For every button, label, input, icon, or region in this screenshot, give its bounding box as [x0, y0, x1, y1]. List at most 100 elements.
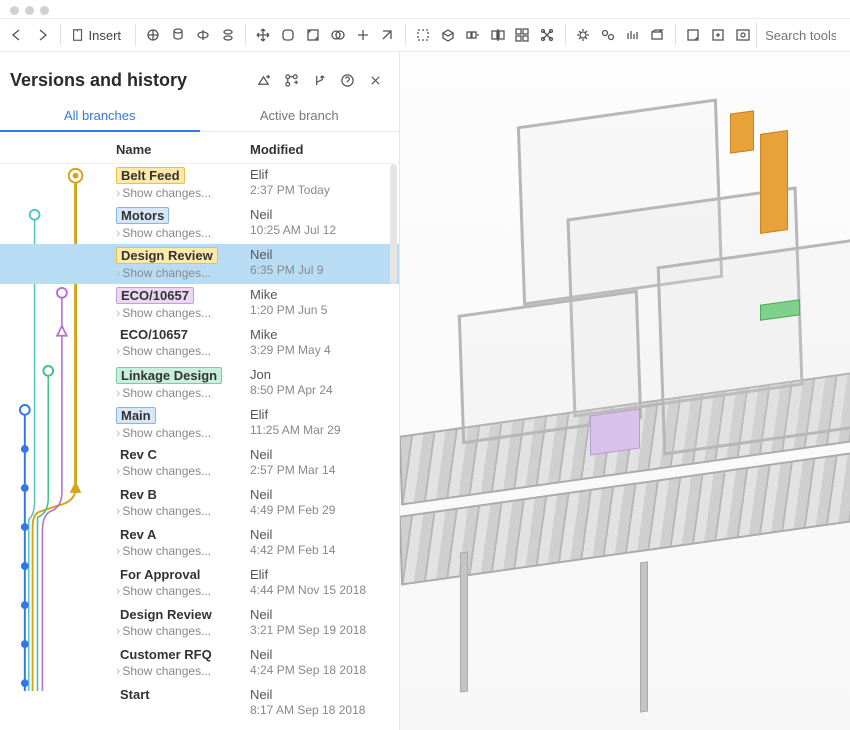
tool-note-icon[interactable]: [682, 22, 705, 48]
cad-viewport[interactable]: [400, 52, 850, 730]
version-row[interactable]: Rev BShow changes... Neil 4:49 PM Feb 29: [0, 484, 399, 524]
version-name: ECO/10657: [116, 327, 192, 342]
version-name: Design Review: [116, 607, 216, 622]
version-row[interactable]: ECO/10657Show changes... Mike 1:20 PM Ju…: [0, 284, 399, 324]
col-name: Name: [116, 142, 250, 157]
tool-chamfer-icon[interactable]: [302, 22, 325, 48]
version-time: 8:50 PM Apr 24: [250, 383, 399, 397]
version-author: Jon: [250, 367, 399, 382]
version-row[interactable]: Linkage DesignShow changes... Jon 8:50 P…: [0, 364, 399, 404]
show-changes-link[interactable]: Show changes...: [116, 503, 250, 518]
tool-export-icon[interactable]: [706, 22, 729, 48]
help-button[interactable]: [335, 68, 359, 92]
version-time: 2:57 PM Mar 14: [250, 463, 399, 477]
version-author: Elif: [250, 167, 399, 182]
create-branch-button[interactable]: [279, 68, 303, 92]
show-changes-link[interactable]: Show changes...: [116, 343, 250, 358]
version-row[interactable]: Design ReviewShow changes... Neil 6:35 P…: [0, 244, 399, 284]
version-author: Neil: [250, 687, 399, 702]
undo-button[interactable]: [6, 22, 29, 48]
version-author: Neil: [250, 447, 399, 462]
version-name: Start: [116, 687, 154, 702]
show-changes-link[interactable]: Show changes...: [116, 543, 250, 558]
version-name: Motors: [116, 207, 169, 224]
show-changes-link[interactable]: Show changes...: [116, 305, 250, 320]
tool-array-icon[interactable]: [536, 22, 559, 48]
tool-mirror-icon[interactable]: [486, 22, 509, 48]
versions-panel: Versions and history All branches Active…: [0, 52, 400, 730]
tool-revolve-icon[interactable]: [192, 22, 215, 48]
show-changes-link[interactable]: Show changes...: [116, 265, 250, 280]
show-changes-link[interactable]: Show changes...: [116, 425, 250, 440]
version-name: Rev C: [116, 447, 161, 462]
show-changes-link[interactable]: Show changes...: [116, 583, 250, 598]
version-row[interactable]: Rev CShow changes... Neil 2:57 PM Mar 14: [0, 444, 399, 484]
panel-title: Versions and history: [10, 70, 251, 91]
version-time: 1:20 PM Jun 5: [250, 303, 399, 317]
tool-sheet-icon[interactable]: [646, 22, 669, 48]
tool-boolean-icon[interactable]: [326, 22, 349, 48]
version-author: Neil: [250, 247, 399, 262]
version-row[interactable]: ECO/10657Show changes... Mike 3:29 PM Ma…: [0, 324, 399, 364]
redo-button[interactable]: [31, 22, 54, 48]
show-changes-link[interactable]: Show changes...: [116, 225, 250, 240]
version-row[interactable]: Customer RFQShow changes... Neil 4:24 PM…: [0, 644, 399, 684]
tool-settings-icon[interactable]: [731, 22, 754, 48]
tool-fillet-icon[interactable]: [277, 22, 300, 48]
tool-assembly-icon[interactable]: [437, 22, 460, 48]
version-row[interactable]: Belt FeedShow changes... Elif 2:37 PM To…: [0, 164, 399, 204]
col-modified: Modified: [250, 142, 303, 157]
tool-pattern-icon[interactable]: [461, 22, 484, 48]
version-name: Rev B: [116, 487, 161, 502]
version-author: Neil: [250, 207, 399, 222]
version-name: Belt Feed: [116, 167, 185, 184]
version-author: Mike: [250, 327, 399, 342]
show-changes-link[interactable]: Show changes...: [116, 185, 250, 200]
tab-active-branch[interactable]: Active branch: [200, 102, 400, 131]
search-input[interactable]: [756, 22, 844, 48]
version-row[interactable]: For ApprovalShow changes... Elif 4:44 PM…: [0, 564, 399, 604]
cad-model: [400, 52, 850, 730]
version-time: 4:24 PM Sep 18 2018: [250, 663, 399, 677]
scrollbar[interactable]: [390, 164, 397, 284]
version-author: Mike: [250, 287, 399, 302]
tool-draft-icon[interactable]: [376, 22, 399, 48]
version-name: For Approval: [116, 567, 204, 582]
version-author: Neil: [250, 607, 399, 622]
tool-grid-icon[interactable]: [511, 22, 534, 48]
version-author: Elif: [250, 567, 399, 582]
tool-transform-icon[interactable]: [351, 22, 374, 48]
version-time: 6:35 PM Jul 9: [250, 263, 399, 277]
tool-gears-icon[interactable]: [596, 22, 619, 48]
version-row[interactable]: MainShow changes... Elif 11:25 AM Mar 29: [0, 404, 399, 444]
show-changes-link[interactable]: Show changes...: [116, 623, 250, 638]
create-version-button[interactable]: [251, 68, 275, 92]
versions-list: Belt FeedShow changes... Elif 2:37 PM To…: [0, 164, 399, 730]
tool-sweep-icon[interactable]: [216, 22, 239, 48]
version-name: Customer RFQ: [116, 647, 216, 662]
version-row[interactable]: Design ReviewShow changes... Neil 3:21 P…: [0, 604, 399, 644]
show-changes-link[interactable]: Show changes...: [116, 463, 250, 478]
version-row[interactable]: Start Neil 8:17 AM Sep 18 2018: [0, 684, 399, 724]
close-panel-button[interactable]: [363, 68, 387, 92]
version-name: Main: [116, 407, 156, 424]
show-changes-link[interactable]: Show changes...: [116, 663, 250, 678]
version-time: 8:17 AM Sep 18 2018: [250, 703, 399, 717]
insert-button[interactable]: Insert: [67, 28, 130, 43]
version-time: 4:49 PM Feb 29: [250, 503, 399, 517]
window-traffic-lights: [0, 0, 850, 18]
tab-all-branches[interactable]: All branches: [0, 102, 200, 131]
tool-heatmap-icon[interactable]: [621, 22, 644, 48]
version-time: 2:37 PM Today: [250, 183, 399, 197]
merge-button[interactable]: [307, 68, 331, 92]
version-row[interactable]: Rev AShow changes... Neil 4:42 PM Feb 14: [0, 524, 399, 564]
tool-sketch-icon[interactable]: [142, 22, 165, 48]
version-time: 10:25 AM Jul 12: [250, 223, 399, 237]
tool-extrude-icon[interactable]: [167, 22, 190, 48]
version-name: Rev A: [116, 527, 160, 542]
tool-select-icon[interactable]: [412, 22, 435, 48]
version-row[interactable]: MotorsShow changes... Neil 10:25 AM Jul …: [0, 204, 399, 244]
show-changes-link[interactable]: Show changes...: [116, 385, 250, 400]
tool-move-icon[interactable]: [252, 22, 275, 48]
tool-gear-icon[interactable]: [572, 22, 595, 48]
